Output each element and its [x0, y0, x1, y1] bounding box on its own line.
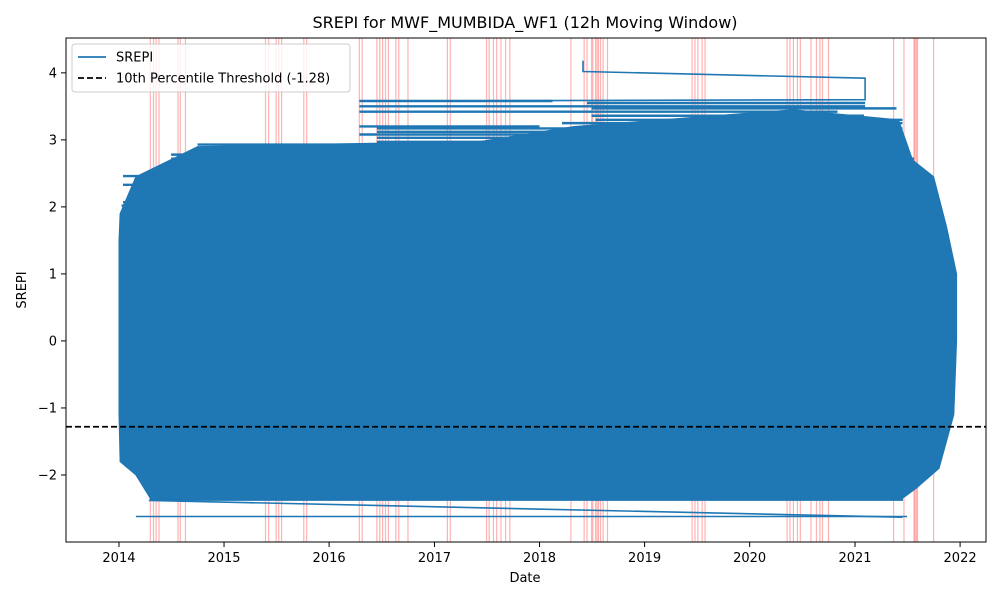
y-tick-label-0: 0 [49, 334, 57, 349]
x-tick-label-2014: 2014 [102, 551, 135, 566]
legend: SREPI 10th Percentile Threshold (-1.28) [71, 43, 351, 93]
y-axis-label: SREPI [15, 271, 30, 308]
x-tick-label-2016: 2016 [313, 551, 346, 566]
legend-threshold-label: 10th Percentile Threshold (-1.28) [116, 72, 330, 87]
x-axis-label: Date [509, 571, 540, 586]
x-axis: 2014 2015 2016 2017 2018 2019 2020 2021 2022 [102, 542, 977, 566]
x-tick-label-2020: 2020 [733, 551, 766, 566]
y-tick-label--2: −2 [38, 468, 57, 483]
chart-title: SREPI for MWF_MUMBIDA_WF1 (12h Moving Wi… [312, 13, 737, 33]
plot-frame [65, 37, 987, 543]
srepi-segment-0 [372, 60, 866, 102]
x-tick-label-2015: 2015 [207, 551, 240, 566]
y-tick-label-4: 4 [49, 66, 57, 81]
srepi-segment-1 [148, 499, 903, 518]
x-tick-label-2019: 2019 [628, 551, 661, 566]
y-tick-label-2: 2 [49, 200, 57, 215]
y-tick-label-3: 3 [49, 133, 57, 148]
y-tick-label-1: 1 [49, 267, 57, 282]
x-tick-label-2018: 2018 [523, 551, 556, 566]
x-tick-label-2017: 2017 [418, 551, 451, 566]
x-tick-label-2021: 2021 [838, 551, 871, 566]
y-axis: −2 −1 0 1 2 3 4 [38, 66, 66, 483]
x-tick-label-2022: 2022 [944, 551, 977, 566]
y-tick-label--1: −1 [38, 401, 57, 416]
legend-srepi-label: SREPI [116, 51, 153, 66]
legend-box [71, 43, 351, 93]
srepi-series [118, 60, 958, 518]
